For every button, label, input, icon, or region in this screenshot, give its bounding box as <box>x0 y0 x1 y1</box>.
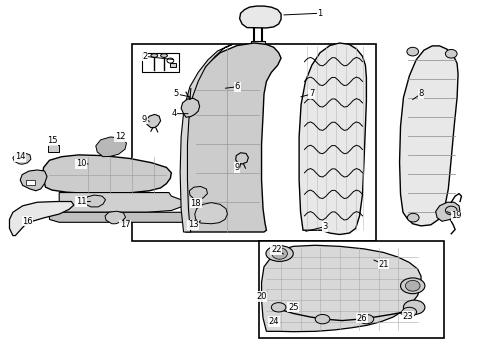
Text: 1: 1 <box>317 9 322 18</box>
Ellipse shape <box>271 248 287 259</box>
Text: 10: 10 <box>76 159 86 168</box>
Polygon shape <box>59 193 183 212</box>
Ellipse shape <box>445 206 456 215</box>
Ellipse shape <box>445 49 456 58</box>
Polygon shape <box>49 212 188 222</box>
Text: 2: 2 <box>142 52 147 61</box>
Polygon shape <box>435 202 459 221</box>
Text: 9: 9 <box>142 114 147 123</box>
Text: 4: 4 <box>171 109 176 118</box>
Text: 7: 7 <box>308 89 314 98</box>
Text: 13: 13 <box>187 220 198 229</box>
Text: 25: 25 <box>287 303 298 312</box>
Bar <box>48 145 59 152</box>
Polygon shape <box>194 203 227 224</box>
Polygon shape <box>180 44 232 232</box>
Ellipse shape <box>401 307 416 317</box>
Ellipse shape <box>406 47 418 56</box>
Bar <box>142 53 178 72</box>
Polygon shape <box>182 43 281 232</box>
Text: 14: 14 <box>15 152 25 161</box>
Ellipse shape <box>358 315 373 324</box>
Ellipse shape <box>160 54 167 57</box>
Text: 9: 9 <box>234 163 239 172</box>
Text: 22: 22 <box>270 246 281 255</box>
Ellipse shape <box>405 280 419 291</box>
Text: 24: 24 <box>268 317 279 326</box>
Text: 5: 5 <box>173 89 179 98</box>
Polygon shape <box>84 195 105 207</box>
Bar <box>170 63 176 67</box>
Polygon shape <box>20 170 47 191</box>
Polygon shape <box>146 114 160 128</box>
Polygon shape <box>105 211 125 224</box>
Polygon shape <box>261 245 420 332</box>
Bar <box>132 44 375 241</box>
Text: 26: 26 <box>355 314 366 323</box>
Ellipse shape <box>271 303 285 312</box>
Text: 23: 23 <box>402 312 412 321</box>
Polygon shape <box>239 6 281 28</box>
Polygon shape <box>42 155 171 194</box>
Text: 6: 6 <box>234 82 240 91</box>
Ellipse shape <box>265 246 293 261</box>
Polygon shape <box>181 98 199 117</box>
Polygon shape <box>189 186 207 200</box>
Text: 17: 17 <box>120 220 130 229</box>
Ellipse shape <box>166 58 173 63</box>
Ellipse shape <box>315 315 329 324</box>
Text: 8: 8 <box>417 89 423 98</box>
Bar <box>26 180 35 185</box>
Polygon shape <box>399 46 457 226</box>
Polygon shape <box>9 202 74 235</box>
Ellipse shape <box>151 54 158 57</box>
Bar <box>250 41 265 44</box>
Text: 15: 15 <box>46 136 57 145</box>
Ellipse shape <box>407 213 418 222</box>
Text: 11: 11 <box>76 197 86 206</box>
Text: 12: 12 <box>115 132 125 141</box>
Text: 16: 16 <box>22 217 33 226</box>
Polygon shape <box>13 153 31 164</box>
Polygon shape <box>299 43 366 234</box>
Text: 21: 21 <box>377 260 388 269</box>
Text: 18: 18 <box>190 199 201 208</box>
Ellipse shape <box>403 300 424 315</box>
Text: 20: 20 <box>256 292 266 301</box>
Polygon shape <box>96 137 126 157</box>
Ellipse shape <box>400 278 424 294</box>
Text: 19: 19 <box>450 211 461 220</box>
Polygon shape <box>235 153 248 164</box>
Text: 3: 3 <box>322 222 327 231</box>
Bar <box>259 241 444 338</box>
